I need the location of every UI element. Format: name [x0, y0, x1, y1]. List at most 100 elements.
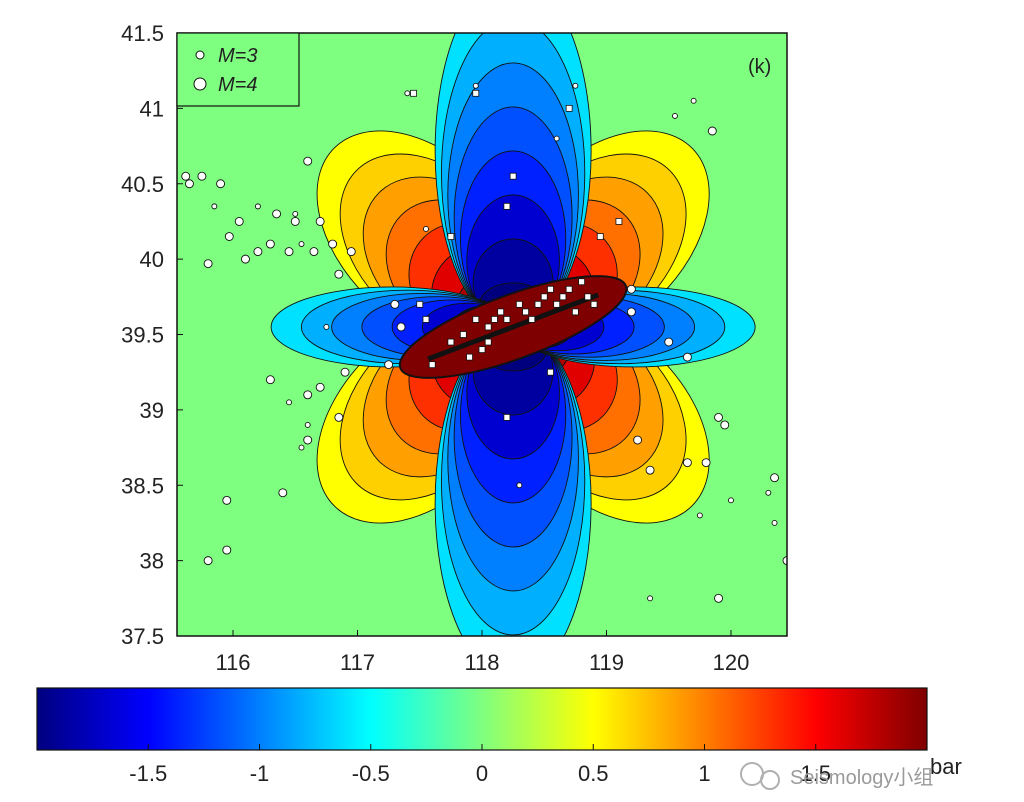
- event-marker: [472, 82, 479, 89]
- event-marker: [553, 135, 560, 142]
- fault-trace: [427, 292, 600, 362]
- aftershock-marker: [547, 285, 554, 293]
- aftershock-marker: [515, 300, 523, 308]
- event-marker: [309, 247, 319, 257]
- aftershock-marker: [491, 316, 498, 323]
- event-marker: [265, 375, 275, 385]
- event-marker: [303, 390, 313, 400]
- event-marker: [714, 412, 723, 422]
- aftershock-marker: [596, 233, 604, 240]
- y-tick-label: 37.5: [121, 624, 164, 649]
- event-marker: [298, 241, 305, 248]
- x-tick-label: 119: [589, 650, 624, 675]
- event-marker: [771, 519, 778, 526]
- wechat-icon-inner: [760, 770, 780, 790]
- x-tick-label: 117: [340, 650, 375, 675]
- event-marker: [211, 203, 218, 210]
- event-marker: [647, 595, 654, 602]
- event-marker: [645, 465, 655, 475]
- x-tick-label: 120: [713, 650, 750, 675]
- event-marker: [254, 203, 261, 210]
- event-marker: [633, 435, 643, 445]
- event-marker: [334, 412, 344, 422]
- y-tick-label: 39.5: [121, 323, 164, 348]
- y-tick-label: 41: [140, 96, 164, 121]
- y-axis: 41.5 41 40.5 40 39.5 39 38.5 38 37.5: [121, 21, 183, 649]
- event-marker: [328, 239, 338, 249]
- event-marker: [384, 360, 394, 370]
- y-tick-label: 41.5: [121, 21, 164, 46]
- y-tick-label: 39: [140, 398, 164, 423]
- event-marker: [346, 247, 356, 257]
- event-marker: [303, 156, 313, 166]
- aftershock-marker: [410, 89, 417, 97]
- colorbar: [36, 687, 928, 751]
- colorbar-tick-label: 1.5: [800, 761, 831, 786]
- event-marker: [197, 171, 207, 181]
- event-marker: [770, 473, 780, 483]
- aftershock-marker: [478, 346, 486, 353]
- aftershock-marker: [484, 323, 492, 331]
- colorbar-tick-label: 1: [698, 761, 710, 786]
- aftershock-marker: [422, 316, 430, 323]
- event-marker: [315, 382, 325, 392]
- event-marker: [664, 337, 674, 347]
- event-marker: [690, 97, 697, 104]
- event-marker: [216, 179, 226, 189]
- aftershock-marker: [503, 316, 511, 323]
- event-marker: [696, 512, 703, 519]
- event-marker: [181, 171, 191, 181]
- wechat-icon: [740, 762, 764, 786]
- event-marker: [203, 556, 213, 566]
- event-marker: [728, 497, 734, 504]
- aftershock-marker: [534, 300, 542, 308]
- x-axis: 116 117 118 119 120: [215, 630, 749, 675]
- event-marker: [241, 254, 250, 264]
- colorbar-tick-label: -1.5: [129, 761, 167, 786]
- watermark: Seismology小组: [740, 762, 933, 790]
- panel-label: (k): [748, 56, 771, 78]
- aftershock-marker: [472, 316, 480, 323]
- event-marker: [572, 82, 579, 89]
- aftershock-marker: [584, 293, 592, 301]
- legend-label-m3: M=3: [218, 45, 257, 67]
- event-marker: [626, 284, 636, 294]
- aftershock-marker: [497, 308, 505, 316]
- aftershock-marker: [528, 316, 536, 323]
- aftershock-marker: [565, 285, 573, 293]
- colorbar-tick-label: 0.5: [578, 761, 609, 786]
- aftershock-marker: [466, 353, 473, 361]
- y-tick-label: 40.5: [121, 172, 164, 197]
- x-tick-label: 116: [215, 650, 250, 675]
- y-tick-label: 38: [140, 549, 164, 574]
- aftershock-marker: [565, 104, 573, 112]
- legend-large-circle-icon: [193, 77, 207, 91]
- aftershock-marker: [503, 414, 511, 421]
- event-marker: [272, 209, 282, 219]
- event-marker: [626, 307, 636, 317]
- fault-zone: [398, 275, 628, 379]
- event-marker: [516, 482, 523, 489]
- aftershock-marker: [472, 89, 480, 97]
- legend-small-circle-icon: [195, 50, 205, 60]
- event-marker: [720, 420, 730, 430]
- aftershock-marker: [509, 172, 517, 180]
- watermark-text: Seismology小组: [790, 766, 933, 789]
- event-marker: [701, 458, 711, 468]
- event-marker: [265, 239, 275, 249]
- event-marker: [423, 226, 429, 232]
- event-marker: [224, 232, 234, 241]
- aftershock-marker: [590, 300, 598, 308]
- colorbar-tick-label: 0: [476, 761, 488, 786]
- events-layer: [181, 82, 787, 603]
- event-marker: [714, 593, 723, 603]
- event-marker: [304, 422, 311, 428]
- aftershock-marker: [559, 293, 567, 301]
- legend: M=3 M=4: [176, 32, 300, 107]
- event-marker: [222, 545, 232, 555]
- event-marker: [284, 247, 294, 257]
- stress-map: [177, 33, 787, 636]
- event-marker: [315, 216, 325, 226]
- aftershock-marker: [484, 338, 492, 346]
- event-marker: [765, 489, 772, 496]
